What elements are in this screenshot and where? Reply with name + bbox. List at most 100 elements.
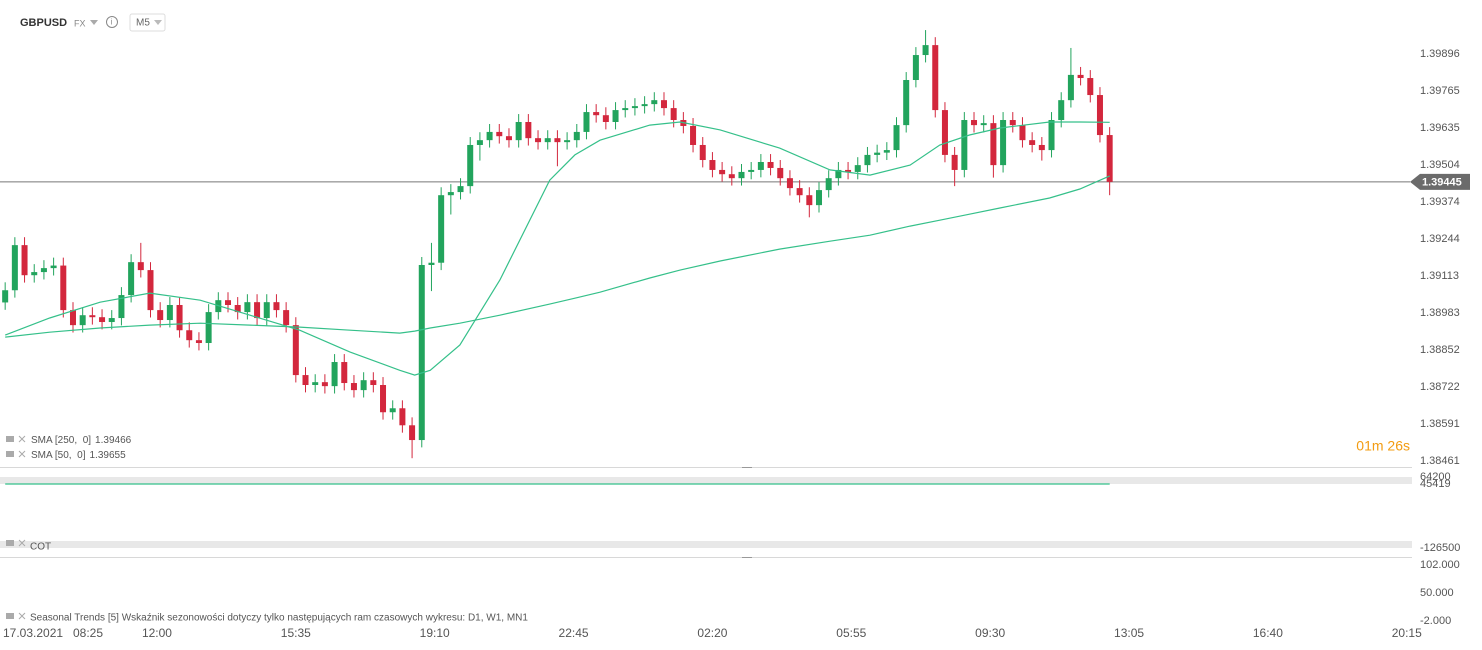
candle-body: [796, 188, 803, 196]
candle-body: [951, 154, 958, 170]
candle-body: [108, 318, 115, 323]
candle-body: [457, 186, 464, 193]
candle-body: [409, 425, 416, 441]
candle-body: [641, 104, 648, 107]
candle-body: [690, 125, 697, 145]
candle-body: [874, 152, 881, 155]
candle-body: [486, 131, 493, 141]
candle-body: [922, 45, 929, 56]
candle-body: [312, 382, 319, 386]
candle-body: [263, 302, 270, 319]
candle-body: [331, 362, 338, 387]
symbol[interactable]: GBPUSD: [20, 17, 67, 29]
y-tick-label: 1.39504: [1420, 159, 1460, 171]
candle-body: [147, 270, 154, 311]
candle-body: [612, 110, 619, 122]
candle-body: [31, 272, 38, 276]
candle-body: [360, 380, 367, 391]
price-tag: [1410, 173, 1470, 190]
x-tick-label: 19:10: [420, 626, 450, 640]
candle-body: [166, 304, 173, 321]
candle-body: [2, 290, 9, 303]
x-tick-label: 08:25: [73, 626, 103, 640]
candle-body: [709, 160, 716, 170]
x-tick-label: 16:40: [1253, 626, 1283, 640]
candle-body: [99, 317, 106, 323]
candle-body: [1067, 74, 1074, 101]
candle-body: [1029, 140, 1036, 145]
candle-body: [893, 125, 900, 151]
candle-body: [835, 169, 842, 179]
candle-body: [941, 110, 948, 155]
date-label: 17.03.2021: [3, 626, 63, 640]
candle-body: [186, 330, 193, 341]
candle-body: [719, 169, 726, 175]
candle-body: [971, 120, 978, 126]
candle-body: [515, 121, 522, 141]
candle-body: [292, 325, 299, 376]
candle-body: [845, 169, 852, 172]
candle-body: [903, 80, 910, 126]
x-tick-label: 13:05: [1114, 626, 1144, 640]
candle-body: [864, 154, 871, 166]
candle-body: [1087, 78, 1094, 96]
candle-body: [1019, 125, 1026, 141]
candle-body: [505, 136, 512, 141]
candle-body: [1058, 100, 1065, 121]
cot-title: COT: [30, 542, 51, 553]
legend-icons: [6, 435, 26, 620]
y-tick-label: 1.39244: [1420, 233, 1460, 245]
candle-body: [738, 171, 745, 179]
sma-line: [4, 121, 1110, 376]
candle-body: [467, 144, 474, 187]
candle-body: [990, 123, 997, 166]
y-tick-label: 64200: [1420, 471, 1451, 483]
candle-body: [535, 138, 542, 143]
candle-body: [21, 245, 28, 276]
candle-body: [389, 408, 396, 413]
cot-band: [0, 477, 1412, 484]
candles: [2, 30, 1113, 459]
info-icon[interactable]: [106, 16, 118, 28]
legend-entry: SMA [250, 0] 1.39466: [31, 435, 132, 446]
candle-body: [50, 265, 57, 269]
candle-body: [544, 138, 551, 143]
candle-body: [573, 131, 580, 141]
candle-body: [254, 302, 261, 319]
x-tick-label: 15:35: [281, 626, 311, 640]
y-tick-label: 1.38852: [1420, 344, 1460, 356]
x-tick-label: 05:55: [836, 626, 866, 640]
info-glyph: i: [111, 18, 113, 27]
candle-body: [370, 380, 377, 386]
candle-body: [806, 195, 813, 206]
dropdown-arrow[interactable]: [90, 20, 98, 25]
candle-body: [69, 310, 76, 326]
x-tick-label: 20:15: [1392, 626, 1422, 640]
candle-body: [195, 340, 202, 344]
x-tick-label: 22:45: [559, 626, 589, 640]
dropdown-arrow: [154, 20, 162, 25]
candle-body: [767, 162, 774, 168]
candle-body: [525, 121, 532, 139]
candle-body: [176, 304, 183, 331]
candle-body: [418, 264, 425, 441]
legend-value: 1.39466: [95, 435, 132, 446]
candle-body: [476, 140, 483, 145]
price-tag-label: 1.39445: [1422, 176, 1462, 188]
x-tick-label: 02:20: [697, 626, 727, 640]
candle-body: [273, 302, 280, 311]
y-tick-label: 102.000: [1420, 559, 1460, 571]
interval-select[interactable]: [129, 13, 166, 32]
candle-body: [728, 174, 735, 179]
legend-value: 1.39655: [89, 450, 126, 461]
y-tick-label: -2.000: [1420, 615, 1451, 627]
sma-line: [5, 175, 1110, 338]
candle-body: [912, 55, 919, 81]
candle-body: [11, 245, 18, 291]
candle-body: [1000, 120, 1007, 166]
candle-body: [380, 385, 387, 413]
candle-body: [777, 167, 784, 179]
cot-band: [0, 541, 1412, 548]
candle-body: [564, 140, 571, 143]
candle-body: [79, 315, 86, 326]
